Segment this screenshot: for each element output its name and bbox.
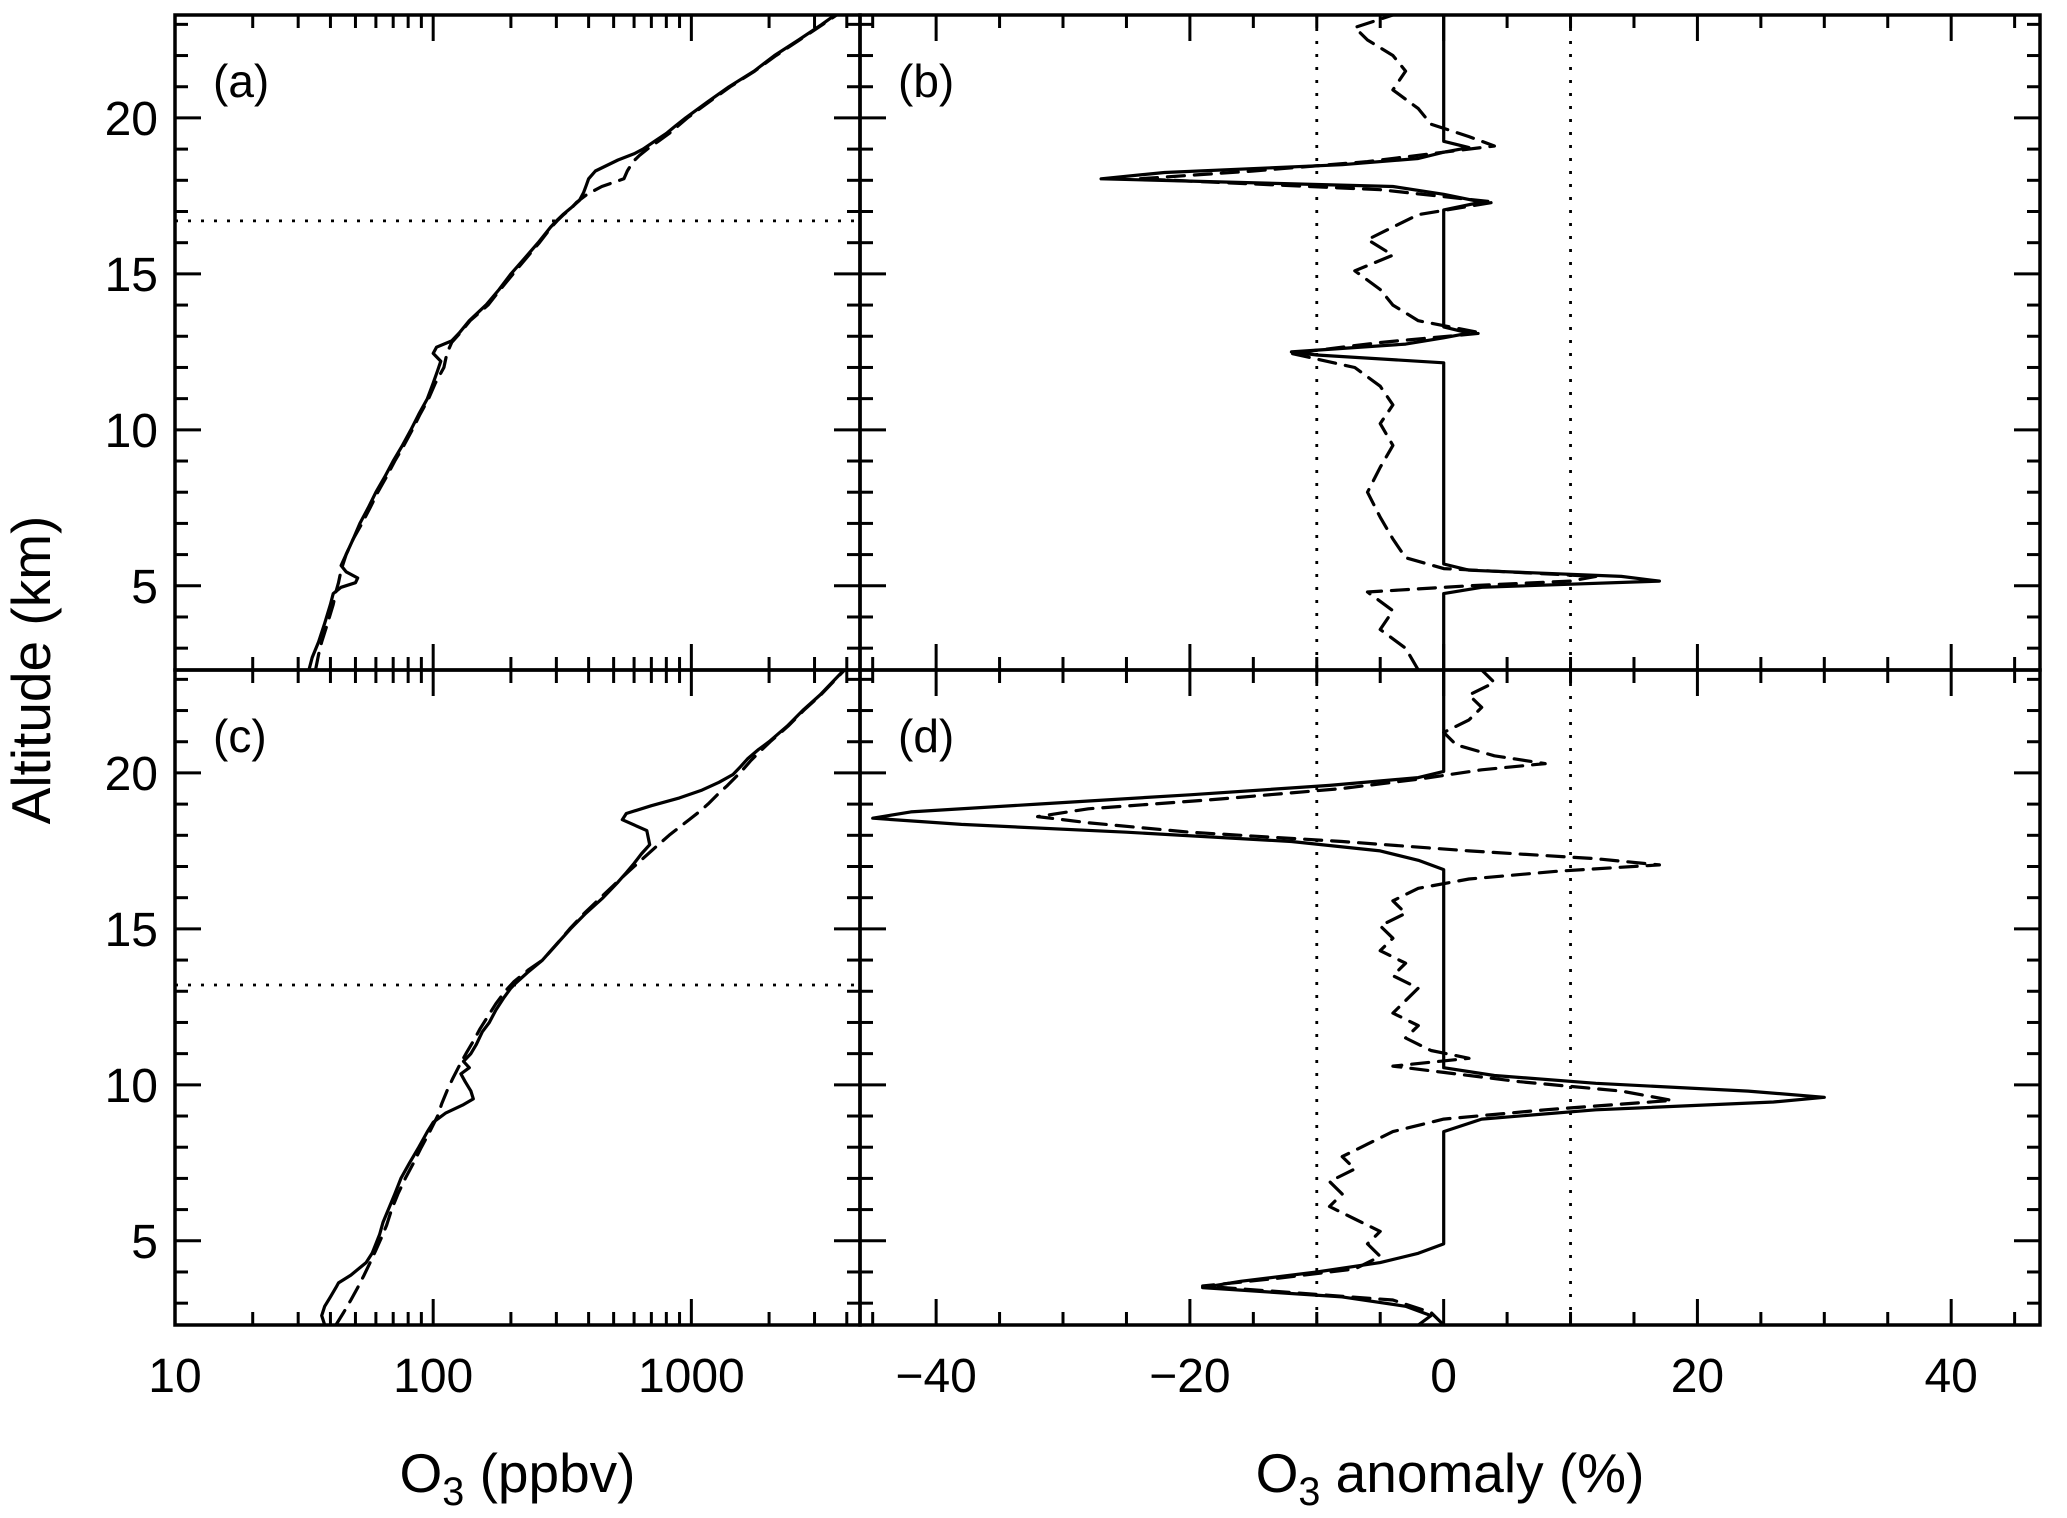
panel-a-ozone-profile-solid xyxy=(307,15,837,670)
x-tick-label-d-3: 20 xyxy=(1671,1350,1724,1403)
y-tick-label-a-2: 15 xyxy=(105,249,158,302)
x-tick-label-c-2: 1000 xyxy=(638,1350,745,1403)
y-tick-label-a-0: 5 xyxy=(131,561,158,614)
panel-c-ozone-profile-solid xyxy=(320,670,846,1325)
panel-d-anomaly-dashed xyxy=(1035,670,1674,1325)
panel-label-c: (c) xyxy=(213,710,267,762)
panel-c-frame xyxy=(173,668,862,1327)
y-tick-label-c-2: 15 xyxy=(105,904,158,957)
panel-d-anomaly-solid xyxy=(871,670,1826,1325)
y-tick-label-c-1: 10 xyxy=(105,1060,158,1113)
y-tick-label-a-1: 10 xyxy=(105,405,158,458)
y-tick-label-c-3: 20 xyxy=(105,748,158,801)
panel-label-a: (a) xyxy=(213,55,269,107)
x-tick-label-c-1: 100 xyxy=(393,1350,473,1403)
panel-label-d: (d) xyxy=(898,710,954,762)
y-axis-title: Altitude (km) xyxy=(0,516,62,825)
panel-a-ozone-profile-dashed xyxy=(313,15,839,670)
x-axis-title-right: O3 anomaly (%) xyxy=(1256,1442,1645,1514)
x-tick-label-c-0: 10 xyxy=(148,1350,201,1403)
x-tick-label-d-4: 40 xyxy=(1924,1350,1977,1403)
panel-c-plot-area xyxy=(175,670,860,1325)
panel-a-plot-area xyxy=(175,15,860,670)
panel-d-plot-area xyxy=(871,670,1826,1325)
panel-b-plot-area xyxy=(1099,15,1662,670)
panel-label-b: (b) xyxy=(898,55,954,107)
x-tick-label-d-0: −40 xyxy=(895,1350,976,1403)
y-tick-label-c-0: 5 xyxy=(131,1216,158,1269)
panel-c-ozone-profile-dashed xyxy=(334,670,847,1325)
x-axis-title-left: O3 (ppbv) xyxy=(400,1442,636,1514)
panel-a-frame xyxy=(173,13,862,672)
panel-b-anomaly-dashed xyxy=(1137,15,1598,670)
x-tick-label-d-1: −20 xyxy=(1149,1350,1230,1403)
panel-d-frame xyxy=(858,668,2042,1327)
panel-b-frame xyxy=(858,13,2042,672)
y-tick-label-a-3: 20 xyxy=(105,93,158,146)
x-tick-label-d-2: 0 xyxy=(1430,1350,1457,1403)
